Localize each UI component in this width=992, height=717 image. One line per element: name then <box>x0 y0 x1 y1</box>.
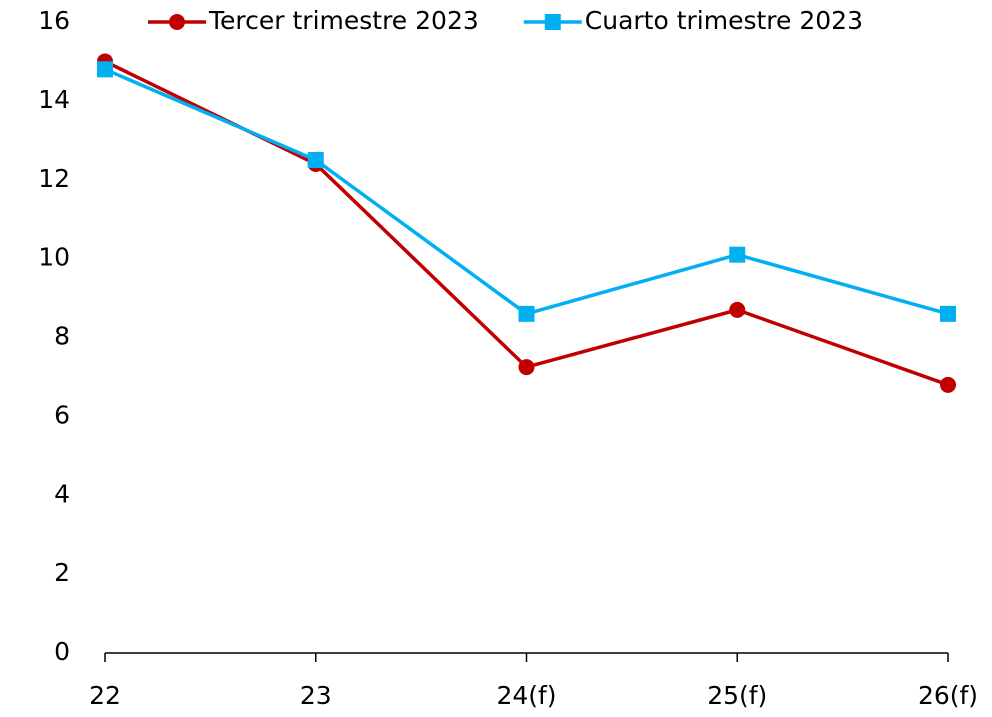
legend-label: Cuarto trimestre 2023 <box>585 6 863 35</box>
x-tick-label: 23 <box>300 681 332 710</box>
legend-marker <box>169 14 185 30</box>
x-tick-label: 26(f) <box>918 681 978 710</box>
point <box>729 246 746 263</box>
x-tick-label: 24(f) <box>496 681 556 710</box>
y-tick-label: 0 <box>54 637 70 666</box>
y-tick-label: 10 <box>38 243 70 272</box>
point <box>940 305 956 322</box>
point <box>729 301 746 318</box>
point <box>307 152 324 169</box>
y-tick-label: 4 <box>54 479 70 508</box>
y-tick-label: 16 <box>38 6 70 35</box>
y-tick-label: 6 <box>54 400 70 429</box>
point <box>518 359 535 376</box>
series-line <box>104 67 949 316</box>
legend-label: Tercer trimestre 2023 <box>208 6 479 35</box>
point <box>940 376 956 393</box>
series-line <box>104 59 949 387</box>
y-tick-label: 12 <box>38 164 70 193</box>
y-tick-label: 14 <box>38 85 70 114</box>
point <box>518 305 535 322</box>
y-tick-label: 2 <box>54 558 70 587</box>
y-tick-label: 8 <box>54 322 70 351</box>
x-tick-label: 22 <box>89 681 121 710</box>
x-tick-label: 25(f) <box>707 681 767 710</box>
point <box>97 61 113 78</box>
legend-marker <box>544 14 561 30</box>
